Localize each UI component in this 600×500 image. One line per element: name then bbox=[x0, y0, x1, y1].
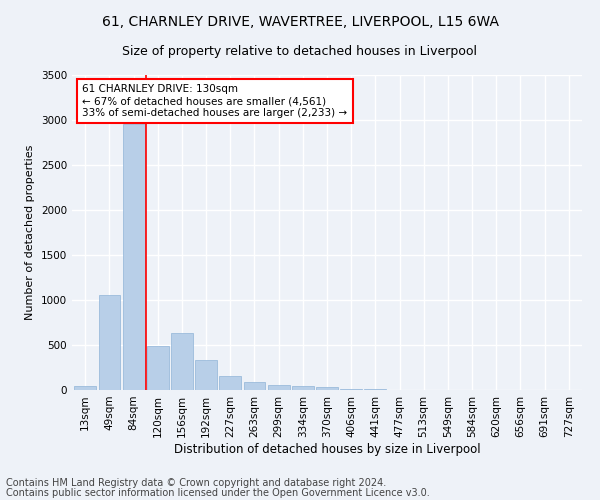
Text: Contains HM Land Registry data © Crown copyright and database right 2024.: Contains HM Land Registry data © Crown c… bbox=[6, 478, 386, 488]
Bar bbox=[195, 360, 217, 390]
Text: Contains public sector information licensed under the Open Government Licence v3: Contains public sector information licen… bbox=[6, 488, 430, 498]
Y-axis label: Number of detached properties: Number of detached properties bbox=[25, 145, 35, 320]
Bar bbox=[292, 386, 314, 390]
Bar bbox=[98, 294, 121, 390]
Text: 61, CHARNLEY DRIVE, WAVERTREE, LIVERPOOL, L15 6WA: 61, CHARNLEY DRIVE, WAVERTREE, LIVERPOOL… bbox=[101, 15, 499, 29]
Bar bbox=[268, 385, 290, 390]
Bar bbox=[171, 334, 193, 390]
Bar bbox=[316, 388, 338, 390]
Bar bbox=[147, 346, 169, 390]
Bar bbox=[244, 382, 265, 390]
Bar bbox=[123, 124, 145, 390]
Bar bbox=[340, 388, 362, 390]
X-axis label: Distribution of detached houses by size in Liverpool: Distribution of detached houses by size … bbox=[173, 442, 481, 456]
Text: 61 CHARNLEY DRIVE: 130sqm
← 67% of detached houses are smaller (4,561)
33% of se: 61 CHARNLEY DRIVE: 130sqm ← 67% of detac… bbox=[82, 84, 347, 117]
Bar bbox=[220, 376, 241, 390]
Bar bbox=[74, 386, 96, 390]
Text: Size of property relative to detached houses in Liverpool: Size of property relative to detached ho… bbox=[122, 45, 478, 58]
